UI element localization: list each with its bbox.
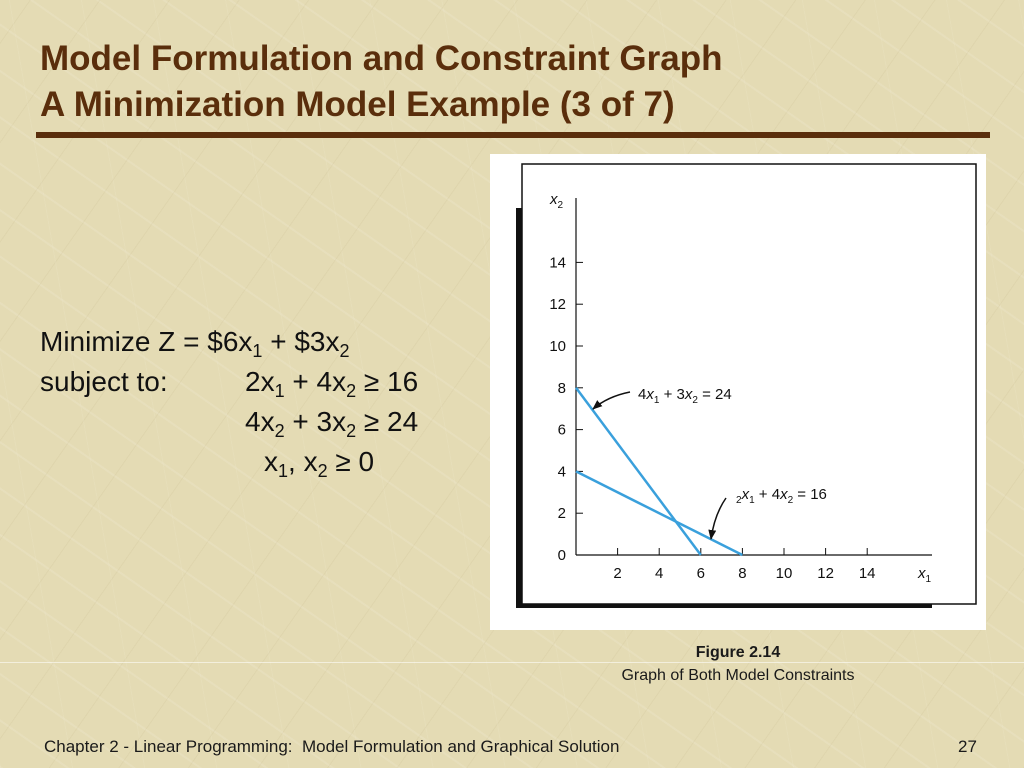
objective-function: Minimize Z = $6x1 + $3x2 (40, 326, 350, 361)
y-tick-label: 6 (558, 422, 566, 439)
constraint-text: 4x (245, 406, 275, 437)
constraint-line-2 (575, 470, 743, 557)
subscript: 2 (339, 341, 350, 361)
constraint-text: , x (288, 446, 318, 477)
slide-title: Model Formulation and Constraint Graph A… (40, 36, 723, 128)
figure-panel: 0 2 4 6 8 10 12 14 2 4 6 8 10 12 14 x2 x1 4x1 + 3x2 = 24… (490, 154, 986, 630)
figure-caption: Graph of Both Model Constraints (621, 667, 855, 684)
subscript: 2 (274, 421, 285, 441)
subscript: 1 (252, 341, 263, 361)
figure-frame (521, 163, 977, 605)
figure-number: Figure 2.14 (695, 644, 781, 661)
footer-chapter-title: Chapter 2 - Linear Programming: Model Fo… (44, 737, 620, 756)
y-tick-label: 10 (549, 338, 566, 355)
x-tick-label: 8 (738, 565, 746, 582)
constraint-text: ≥ 16 (356, 366, 419, 397)
objective-text: + $3x (262, 326, 340, 357)
x-tick-label: 10 (776, 565, 793, 582)
y-tick-label: 2 (558, 505, 566, 522)
nonnegativity-constraint: x1, x2 ≥ 0 (264, 446, 375, 481)
y-tick-label: 0 (558, 547, 566, 564)
y-tick-label: 4 (558, 463, 566, 480)
constraint-text: x (264, 446, 278, 477)
x-tick-label: 14 (859, 565, 876, 582)
subscript: 2 (317, 461, 328, 481)
objective-text: Minimize Z = $6x (40, 326, 253, 357)
title-underline (36, 132, 990, 138)
constraint-text: ≥ 24 (356, 406, 419, 437)
constraint-label-1: 4x1 + 3x2 = 24 (638, 386, 732, 406)
y-axis-title: x2 (549, 191, 564, 211)
constraint-text: + 3x (284, 406, 347, 437)
footer-divider (0, 662, 1024, 663)
slide-title-line-1: Model Formulation and Constraint Graph (40, 39, 723, 78)
constraint-text: ≥ 0 (327, 446, 375, 477)
constraint-text: + 4x (284, 366, 347, 397)
x-tick-label: 6 (697, 565, 705, 582)
subject-to-label: subject to: (40, 366, 168, 397)
y-tick-label: 14 (549, 254, 566, 271)
subscript: 2 (346, 381, 357, 401)
constraint-label-2: 2x1 + 4x2 = 16 (736, 486, 827, 506)
page-number: 27 (958, 737, 977, 756)
x-axis-title: x1 (917, 565, 932, 585)
constraint-label-arrow-1 (592, 391, 631, 410)
x-tick-label: 12 (817, 565, 834, 582)
constraint-1: 2x1 + 4x2 ≥ 16 (245, 366, 419, 401)
constraint-label-arrow-2 (708, 497, 727, 540)
slide-title-line-2: A Minimization Model Example (3 of 7) (40, 85, 675, 124)
x-tick-label: 2 (613, 565, 621, 582)
x-tick-label: 4 (655, 565, 663, 582)
constraint-graph: 0 2 4 6 8 10 12 14 2 4 6 8 10 12 14 x2 x1 4x1 + 3x2 = 24… (516, 163, 977, 608)
constraint-2: 4x2 + 3x2 ≥ 24 (245, 406, 419, 441)
y-tick-label: 8 (558, 380, 566, 397)
subscript: 2 (346, 421, 357, 441)
constraint-text: 2x (245, 366, 275, 397)
subscript: 1 (278, 461, 289, 481)
constraint-line-1 (574, 387, 702, 556)
y-tick-label: 12 (549, 296, 566, 313)
subscript: 1 (274, 381, 285, 401)
